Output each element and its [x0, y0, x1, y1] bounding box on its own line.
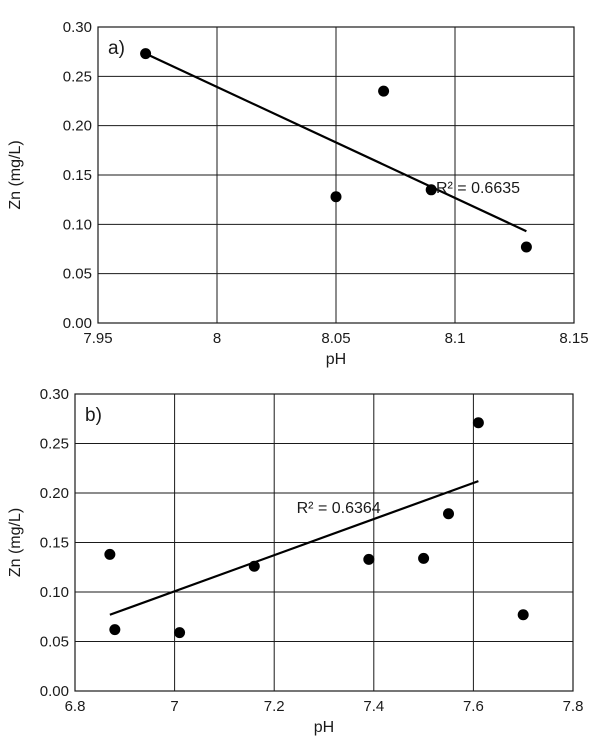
y-axis-label: Zn (mg/L) [7, 508, 24, 577]
x-tick-label: 7.4 [363, 698, 384, 715]
y-tick-label: 0.25 [40, 436, 69, 453]
y-tick-label: 0.05 [40, 634, 69, 651]
x-tick-label: 7 [170, 698, 178, 715]
chart-panel-b: 6.8 7 7.2 7.4 7.6 7.8 0.00 0.05 0.10 0.15 0.20 0.25… [7, 386, 583, 736]
y-tick-label: 0.05 [63, 266, 92, 283]
y-tick-label: 0.10 [63, 216, 92, 233]
y-tick-label: 0.00 [63, 315, 92, 332]
x-tick-label: 8.05 [321, 330, 350, 347]
data-point [443, 508, 454, 520]
y-tick-label: 0.30 [40, 386, 69, 403]
y-tick-label: 0.15 [63, 167, 92, 184]
panel-label: b) [85, 405, 102, 426]
data-point [248, 560, 260, 572]
x-tick-label: 7.95 [83, 330, 112, 347]
r-squared-annotation: R² = 0.6635 [436, 180, 520, 197]
data-point [378, 85, 390, 97]
data-point [472, 417, 484, 429]
trend-line [145, 52, 527, 233]
panel-label: a) [108, 38, 125, 59]
x-tick-label: 7.6 [463, 698, 484, 715]
data-point [140, 48, 152, 60]
data-point [104, 548, 116, 560]
data-point [425, 184, 437, 196]
x-tick-label: 8.1 [445, 330, 466, 347]
data-point [109, 624, 121, 636]
y-axis-label: Zn (mg/L) [7, 140, 24, 209]
data-point [174, 627, 186, 639]
data-point [517, 609, 529, 621]
x-axis-label: pH [326, 351, 346, 368]
x-tick-label: 6.8 [65, 698, 86, 715]
y-tick-label: 0.00 [40, 683, 69, 700]
x-axis-label: pH [314, 719, 334, 736]
plot-frame [74, 393, 574, 692]
y-tick-label: 0.20 [63, 118, 92, 135]
y-tick-label: 0.30 [63, 19, 92, 36]
x-tick-label: 7.8 [563, 698, 584, 715]
data-point [363, 553, 375, 565]
y-tick-label: 0.15 [40, 535, 69, 552]
chart-panel-a: 7.95 8 8.05 8.1 8.15 0.00 0.05 0.10 0.15 0.20 0.25… [7, 19, 589, 368]
trend-line [109, 480, 479, 616]
y-tick-label: 0.10 [40, 584, 69, 601]
y-tick-label: 0.25 [63, 68, 92, 85]
data-point [520, 241, 532, 253]
data-point [330, 191, 342, 203]
x-tick-label: 8.15 [559, 330, 588, 347]
x-tick-label: 8 [213, 330, 221, 347]
data-point [418, 552, 430, 564]
r-squared-annotation: R² = 0.6364 [297, 500, 381, 517]
x-tick-label: 7.2 [264, 698, 285, 715]
plot-frame [97, 26, 575, 324]
y-tick-label: 0.20 [40, 485, 69, 502]
